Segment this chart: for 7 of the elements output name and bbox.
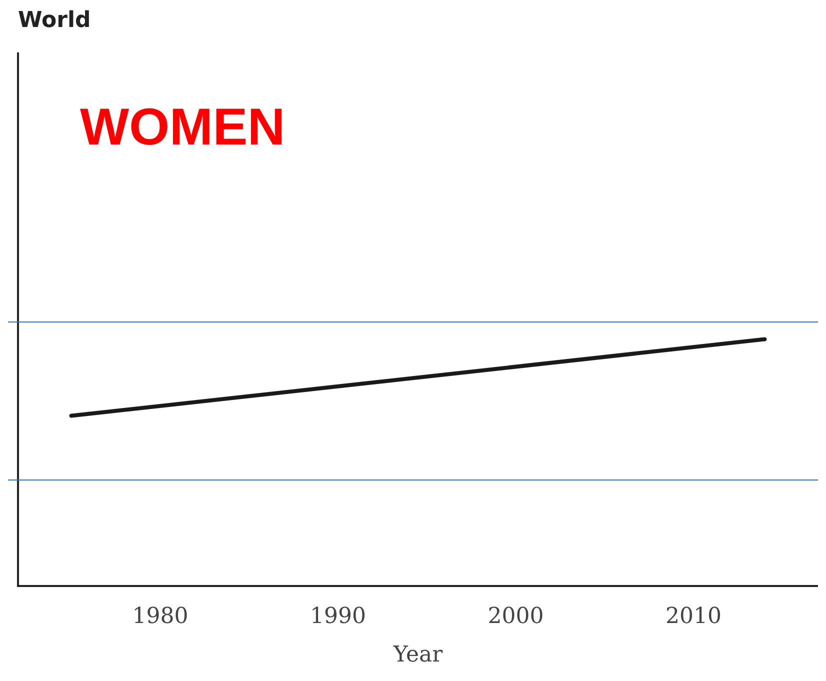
x-tick-label: 2010 — [666, 604, 722, 630]
chart-title: World — [18, 8, 91, 33]
x-tick-label: 2000 — [488, 604, 544, 630]
x-tick-label: 1990 — [310, 604, 366, 630]
x-tick-label: 1980 — [132, 604, 188, 630]
text: WOMEN — [80, 98, 286, 157]
x-axis-title: Year — [392, 642, 444, 668]
